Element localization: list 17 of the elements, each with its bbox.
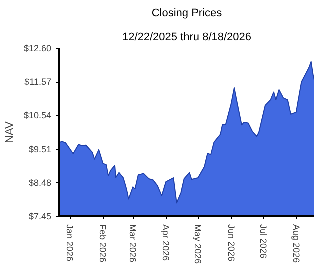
x-tick-label: Jun 2026 [226,224,236,262]
x-tick-label: Mar 2026 [128,224,138,263]
x-tick-label: May 2026 [193,224,204,264]
x-tick-label: Jul 2026 [258,224,268,259]
y-tick-label: $9.51 [28,144,52,154]
chart-title: Closing Prices [152,8,223,20]
y-tick-label: $11.57 [24,77,52,88]
y-axis-title: NAV [4,120,16,144]
x-tick-label: Jan 2026 [65,224,76,262]
x-tick-label: Feb 2026 [98,224,108,263]
y-tick-label: $12.60 [24,44,52,54]
y-tick-label: $7.45 [28,212,52,222]
y-tick-label: $8.48 [28,178,52,188]
chart-subtitle: 12/22/2025 thru 8/18/2026 [122,32,252,44]
x-tick-label: Apr 2026 [161,224,172,262]
y-tick-label: $10.54 [24,110,52,121]
x-tick-label: Aug 2026 [291,224,302,264]
